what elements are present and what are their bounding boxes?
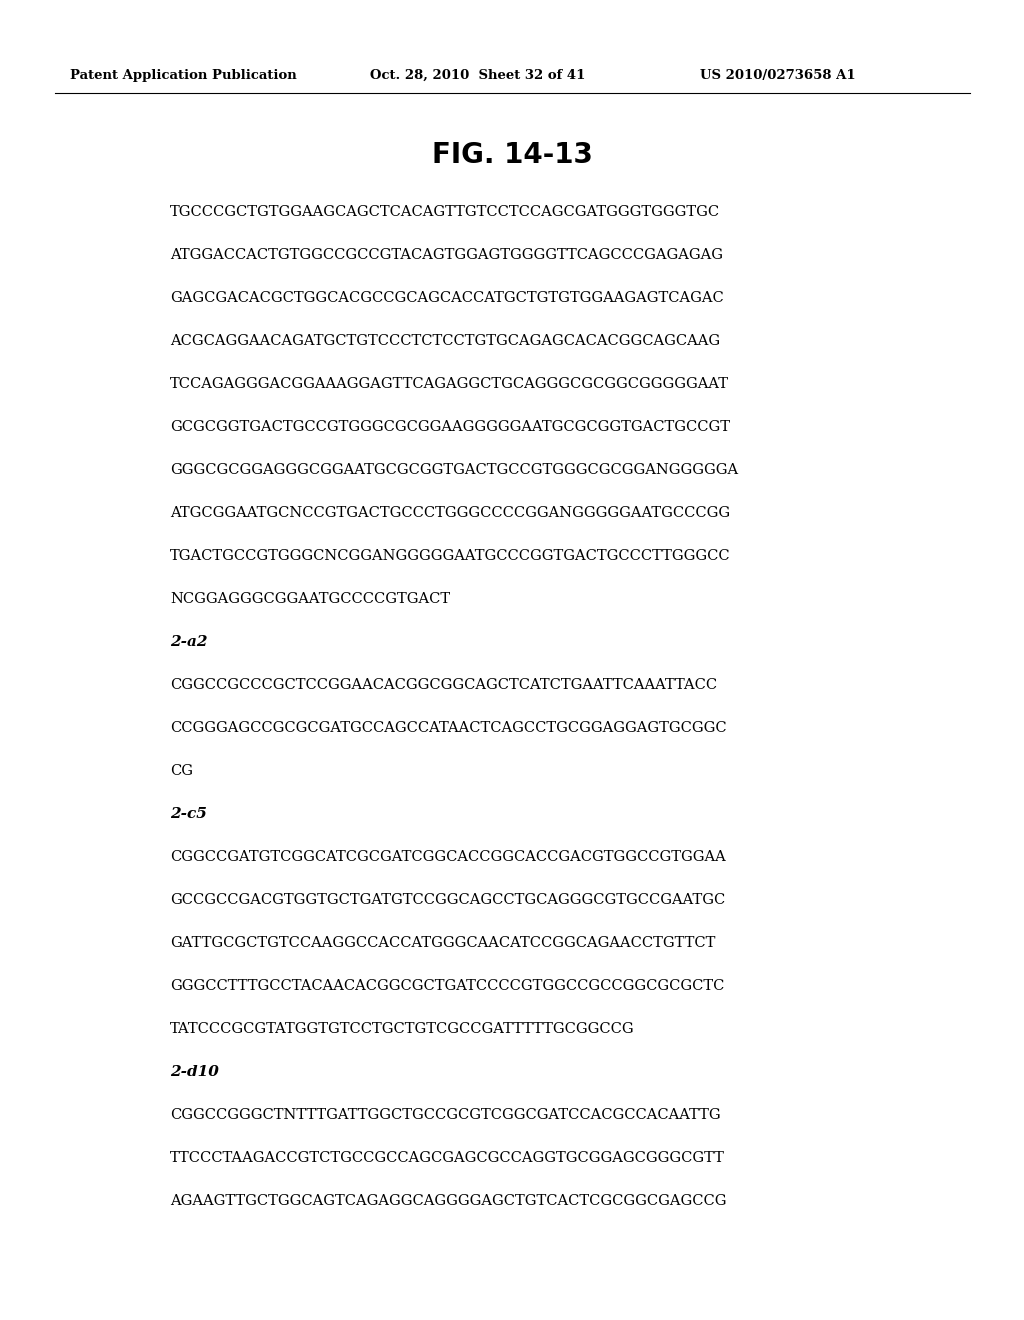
Text: GCCGCCGACGTGGTGCTGATGTCCGGCAGCCTGCAGGGCGTGCCGAATGC: GCCGCCGACGTGGTGCTGATGTCCGGCAGCCTGCAGGGCG… [170,894,725,907]
Text: ACGCAGGAACAGATGCTGTCCCTCTCCTGTGCAGAGCACACGGCAGCAAG: ACGCAGGAACAGATGCTGTCCCTCTCCTGTGCAGAGCACA… [170,334,720,348]
Text: GGGCGCGGAGGGCGGAATGCGCGGTGACTGCCGTGGGCGCGGANGGGGGA: GGGCGCGGAGGGCGGAATGCGCGGTGACTGCCGTGGGCGC… [170,463,738,477]
Text: TCCAGAGGGACGGAAAGGAGTTCAGAGGCTGCAGGGCGCGGCGGGGGAAT: TCCAGAGGGACGGAAAGGAGTTCAGAGGCTGCAGGGCGCG… [170,378,729,391]
Text: 2-a2: 2-a2 [170,635,208,649]
Text: TGACTGCCGTGGGCNCGGANGGGGGAATGCCCGGTGACTGCCCTTGGGCC: TGACTGCCGTGGGCNCGGANGGGGGAATGCCCGGTGACTG… [170,549,731,564]
Text: ATGGACCACTGTGGCCGCCGTACAGTGGAGTGGGGTTCAGCCCGAGAGAG: ATGGACCACTGTGGCCGCCGTACAGTGGAGTGGGGTTCAG… [170,248,723,261]
Text: FIG. 14-13: FIG. 14-13 [431,141,593,169]
Text: CCGGGAGCCGCGCGATGCCAGCCATAACTCAGCCTGCGGAGGAGTGCGGC: CCGGGAGCCGCGCGATGCCAGCCATAACTCAGCCTGCGGA… [170,721,727,735]
Text: TGCCCGCTGTGGAAGCAGCTCACAGTTGTCCTCCAGCGATGGGTGGGTGC: TGCCCGCTGTGGAAGCAGCTCACAGTTGTCCTCCAGCGAT… [170,205,720,219]
Text: GATTGCGCTGTCCAAGGCCACCATGGGCAACATCCGGCAGAACCTGTTCT: GATTGCGCTGTCCAAGGCCACCATGGGCAACATCCGGCAG… [170,936,716,950]
Text: US 2010/0273658 A1: US 2010/0273658 A1 [700,69,856,82]
Text: GGGCCTTTGCCTACAACACGGCGCTGATCCCCGTGGCCGCCGGCGCGCTC: GGGCCTTTGCCTACAACACGGCGCTGATCCCCGTGGCCGC… [170,979,724,993]
Text: Oct. 28, 2010  Sheet 32 of 41: Oct. 28, 2010 Sheet 32 of 41 [370,69,586,82]
Text: TTCCCTAAGACCGTCTGCCGCCAGCGAGCGCCAGGTGCGGAGCGGGCGTT: TTCCCTAAGACCGTCTGCCGCCAGCGAGCGCCAGGTGCGG… [170,1151,725,1166]
Text: AGAAGTTGCTGGCAGTCAGAGGCAGGGGAGCTGTCACTCGCGGCGAGCCG: AGAAGTTGCTGGCAGTCAGAGGCAGGGGAGCTGTCACTCG… [170,1195,726,1208]
Text: ATGCGGAATGCNCCGTGACTGCCCTGGGCCCCGGANGGGGGAATGCCCGG: ATGCGGAATGCNCCGTGACTGCCCTGGGCCCCGGANGGGG… [170,506,730,520]
Text: TATCCCGCGTATGGTGTCCTGCTGTCGCCGATTTTTGCGGCCG: TATCCCGCGTATGGTGTCCTGCTGTCGCCGATTTTTGCGG… [170,1022,635,1036]
Text: CGGCCGATGTCGGCATCGCGATCGGCACCGGCACCGACGTGGCCGTGGAA: CGGCCGATGTCGGCATCGCGATCGGCACCGGCACCGACGT… [170,850,726,865]
Text: Patent Application Publication: Patent Application Publication [70,69,297,82]
Text: 2-c5: 2-c5 [170,807,207,821]
Text: CG: CG [170,764,193,777]
Text: NCGGAGGGCGGAATGCCCCGTGACT: NCGGAGGGCGGAATGCCCCGTGACT [170,591,451,606]
Text: GCGCGGTGACTGCCGTGGGCGCGGAAGGGGGAATGCGCGGTGACTGCCGT: GCGCGGTGACTGCCGTGGGCGCGGAAGGGGGAATGCGCGG… [170,420,730,434]
Text: 2-d10: 2-d10 [170,1065,219,1078]
Text: CGGCCGCCCGCTCCGGAACACGGCGGCAGCTCATCTGAATTCAAATTACC: CGGCCGCCCGCTCCGGAACACGGCGGCAGCTCATCTGAAT… [170,678,717,692]
Text: CGGCCGGGCTNTTTGATTGGCTGCCGCGTCGGCGATCCACGCCACAATTG: CGGCCGGGCTNTTTGATTGGCTGCCGCGTCGGCGATCCAC… [170,1107,721,1122]
Text: GAGCGACACGCTGGCACGCCGCAGCACCATGCTGTGTGGAAGAGTCAGAC: GAGCGACACGCTGGCACGCCGCAGCACCATGCTGTGTGGA… [170,290,724,305]
